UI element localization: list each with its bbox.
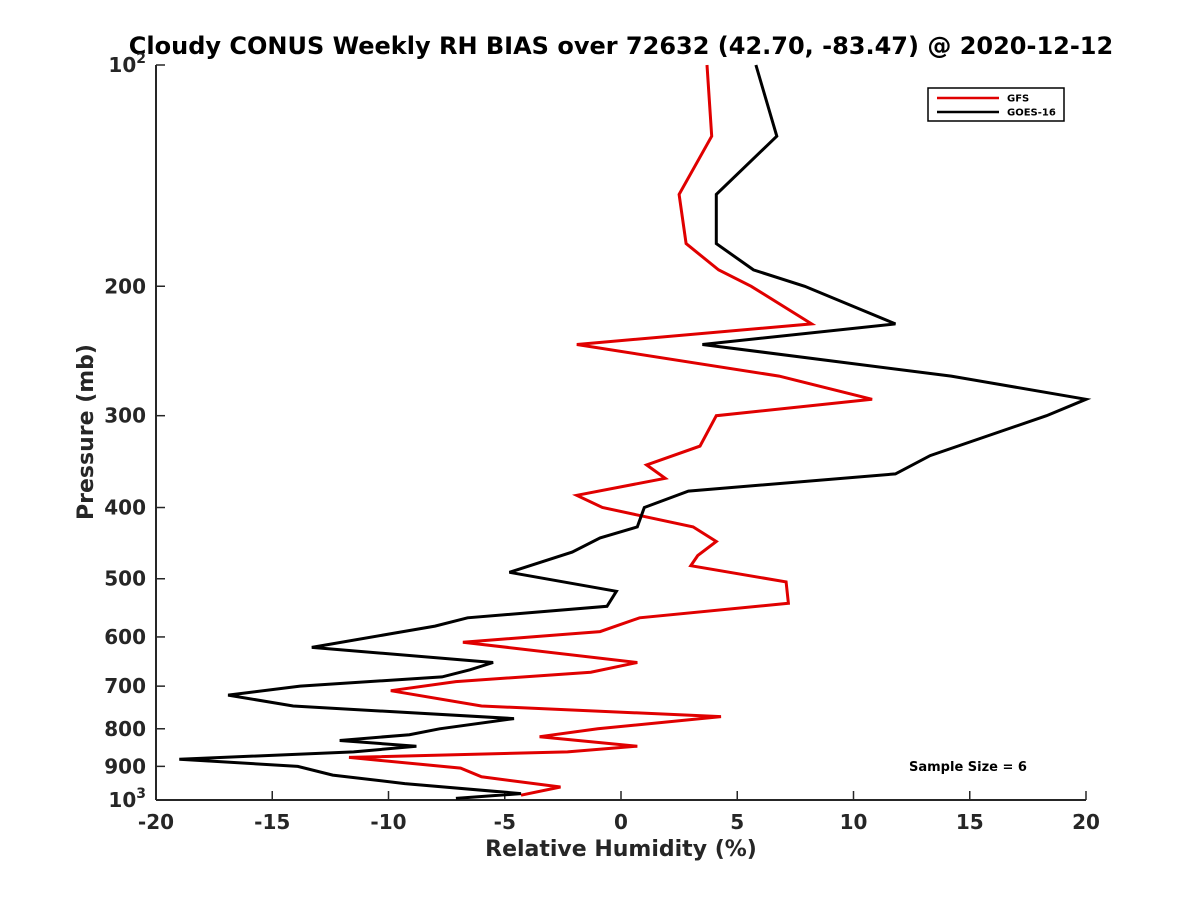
series-line-gfs [348, 64, 873, 797]
x-tick-label: 20 [1072, 810, 1100, 834]
legend: GFS GOES-16 [927, 87, 1065, 122]
y-tick-label: 102 [108, 51, 146, 77]
series-line-goes-16 [179, 64, 1092, 800]
plot-area [156, 65, 1086, 800]
y-tick-label: 700 [104, 674, 146, 698]
y-tick-base: 10 [108, 788, 136, 812]
y-tick-label: 300 [104, 404, 146, 428]
y-tick-exponent: 3 [136, 786, 146, 802]
x-tick-label: 15 [956, 810, 984, 834]
y-tick-label: 800 [104, 717, 146, 741]
x-tick-label: -20 [138, 810, 174, 834]
chart-title: Cloudy CONUS Weekly RH BIAS over 72632 (… [129, 32, 1113, 60]
x-tick-label: -10 [370, 810, 406, 834]
x-tick-label: 10 [840, 810, 868, 834]
x-axis-label: Relative Humidity (%) [485, 837, 757, 862]
sample-size-note: Sample Size = 6 [909, 760, 1027, 775]
y-tick-label: 400 [104, 496, 146, 520]
x-tick-label: -5 [494, 810, 516, 834]
x-axis-ticks: -20 -15 -10 -5 0 5 10 15 20 [138, 791, 1100, 834]
y-tick-label: 103 [108, 786, 146, 812]
y-tick-label: 200 [104, 274, 146, 298]
y-tick-exponent: 2 [136, 51, 146, 67]
x-tick-label: 5 [730, 810, 744, 834]
legend-label-gfs: GFS [1007, 94, 1029, 105]
y-tick-base: 10 [108, 53, 136, 77]
y-axis-label: Pressure (mb) [74, 344, 99, 520]
legend-box [927, 87, 1065, 122]
legend-label-goes-16: GOES-16 [1007, 108, 1056, 119]
y-tick-label: 500 [104, 567, 146, 591]
y-tick-label: 600 [104, 625, 146, 649]
x-tick-label: -15 [254, 810, 290, 834]
x-tick-label: 0 [614, 810, 628, 834]
series-group [179, 64, 1092, 800]
y-tick-label: 900 [104, 754, 146, 778]
